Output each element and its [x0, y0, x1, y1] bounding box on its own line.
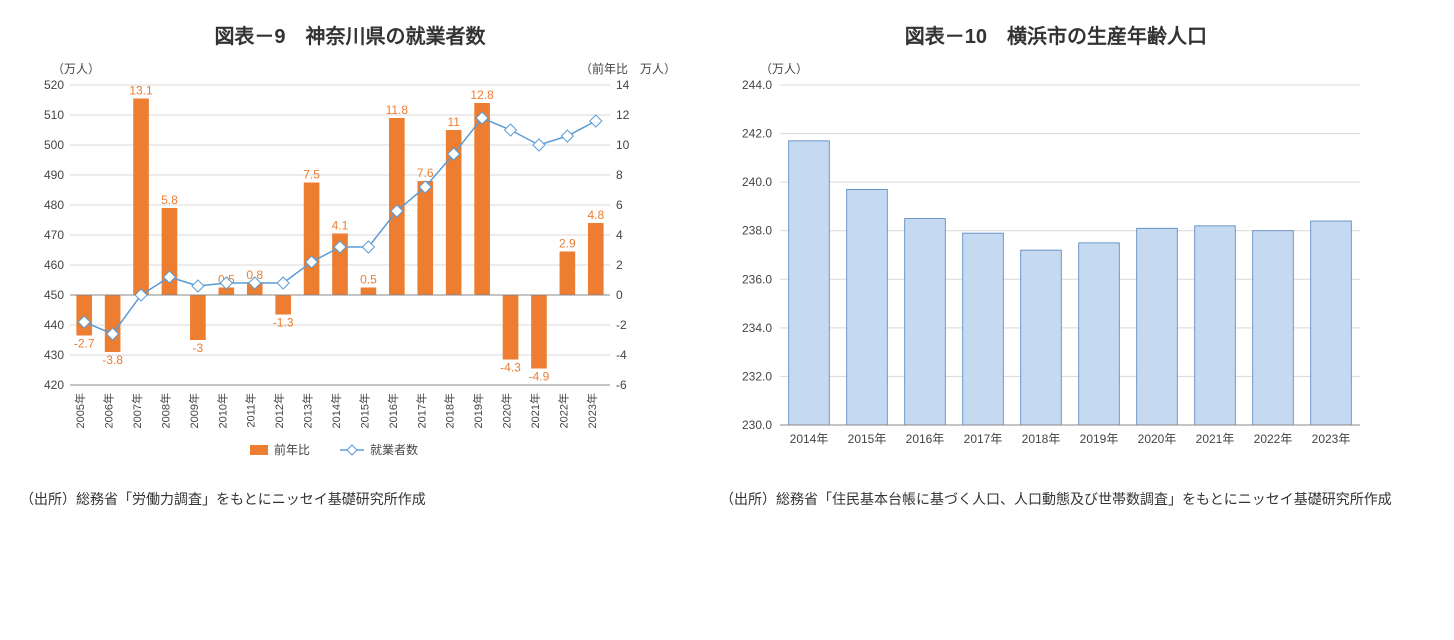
- svg-text:12: 12: [616, 108, 630, 122]
- svg-text:就業者数: 就業者数: [370, 442, 418, 457]
- svg-text:-4.9: -4.9: [529, 370, 550, 384]
- svg-text:520: 520: [44, 78, 64, 92]
- svg-text:（前年比 万人）: （前年比 万人）: [580, 61, 676, 76]
- svg-text:2020年: 2020年: [1138, 432, 1177, 446]
- chart-right-block: 図表－10 横浜市の生産年齢人口 230.0 232.0 234.0 236.0 238…: [720, 20, 1392, 510]
- svg-text:（万人）: （万人）: [52, 62, 100, 76]
- svg-text:242.0: 242.0: [742, 127, 772, 141]
- svg-text:2020年: 2020年: [500, 393, 514, 428]
- svg-text:2006年: 2006年: [102, 393, 116, 428]
- svg-text:2013年: 2013年: [301, 393, 315, 428]
- svg-text:4: 4: [616, 228, 623, 242]
- chart-right-source: （出所）総務省「住民基本台帳に基づく人口、人口動態及び世帯数調査」をもとにニッセ…: [720, 489, 1392, 510]
- svg-text:4.8: 4.8: [587, 208, 604, 222]
- svg-text:2007年: 2007年: [130, 393, 144, 428]
- svg-text:8: 8: [616, 168, 623, 182]
- svg-text:6: 6: [616, 198, 623, 212]
- chart-left-block: 図表－9 神奈川県の就業者数 4204304404504604704804905…: [20, 20, 680, 510]
- svg-text:470: 470: [44, 228, 64, 242]
- svg-text:（万人）: （万人）: [760, 62, 808, 76]
- svg-text:440: 440: [44, 318, 64, 332]
- svg-text:2021年: 2021年: [1196, 432, 1235, 446]
- svg-text:-4.3: -4.3: [500, 361, 521, 375]
- svg-text:2005年: 2005年: [73, 393, 87, 428]
- svg-text:前年比: 前年比: [274, 442, 310, 457]
- charts-row: 図表－9 神奈川県の就業者数 4204304404504604704804905…: [20, 20, 1434, 510]
- chart-left-title: 図表－9 神奈川県の就業者数: [20, 20, 680, 49]
- svg-text:2019年: 2019年: [471, 393, 485, 428]
- svg-text:480: 480: [44, 198, 64, 212]
- svg-text:-3.8: -3.8: [102, 353, 123, 367]
- svg-text:-1.3: -1.3: [273, 316, 294, 330]
- chart-right-svg: 230.0 232.0 234.0 236.0 238.0 240.0 242.0 244.0…: [720, 55, 1380, 475]
- svg-text:430: 430: [44, 348, 64, 362]
- svg-text:2017年: 2017年: [414, 393, 428, 428]
- svg-text:4.1: 4.1: [332, 219, 349, 233]
- svg-text:450: 450: [44, 288, 64, 302]
- svg-text:2023年: 2023年: [585, 393, 599, 428]
- svg-text:2022年: 2022年: [556, 393, 570, 428]
- svg-text:2014年: 2014年: [329, 393, 343, 428]
- svg-text:238.0: 238.0: [742, 224, 772, 238]
- svg-text:11.8: 11.8: [386, 103, 409, 117]
- svg-text:13.1: 13.1: [129, 84, 153, 98]
- svg-text:490: 490: [44, 168, 64, 182]
- svg-text:2018年: 2018年: [1022, 432, 1061, 446]
- chart-left-svg: 420430440450460470480490500510520（万人）-6-…: [20, 55, 680, 475]
- svg-text:2018年: 2018年: [443, 393, 457, 428]
- svg-text:2015年: 2015年: [357, 393, 371, 428]
- svg-text:240.0: 240.0: [742, 175, 772, 189]
- svg-text:2016年: 2016年: [906, 432, 945, 446]
- svg-text:-4: -4: [616, 348, 627, 362]
- svg-text:10: 10: [616, 138, 630, 152]
- svg-text:14: 14: [616, 78, 630, 92]
- svg-text:234.0: 234.0: [742, 321, 772, 335]
- svg-text:7.6: 7.6: [417, 166, 434, 180]
- svg-text:420: 420: [44, 378, 64, 392]
- svg-text:232.0: 232.0: [742, 369, 772, 383]
- svg-text:2015年: 2015年: [848, 432, 887, 446]
- svg-text:2010年: 2010年: [215, 393, 229, 428]
- svg-text:2012年: 2012年: [272, 393, 286, 428]
- svg-text:500: 500: [44, 138, 64, 152]
- svg-text:-6: -6: [616, 378, 627, 392]
- svg-text:2.9: 2.9: [559, 237, 576, 251]
- chart-left-source: （出所）総務省「労働力調査」をもとにニッセイ基礎研究所作成: [20, 489, 680, 510]
- chart-right-title: 図表－10 横浜市の生産年齢人口: [720, 20, 1392, 49]
- svg-text:230.0: 230.0: [742, 418, 772, 432]
- svg-text:11: 11: [447, 115, 460, 129]
- svg-text:-2.7: -2.7: [74, 337, 95, 351]
- svg-text:2021年: 2021年: [528, 393, 542, 428]
- svg-text:2: 2: [616, 258, 623, 272]
- svg-text:5.8: 5.8: [161, 193, 178, 207]
- svg-text:236.0: 236.0: [742, 272, 772, 286]
- svg-text:244.0: 244.0: [742, 78, 772, 92]
- svg-text:510: 510: [44, 108, 64, 122]
- svg-text:2019年: 2019年: [1080, 432, 1119, 446]
- svg-text:-2: -2: [616, 318, 627, 332]
- svg-text:12.8: 12.8: [470, 88, 494, 102]
- svg-text:2014年: 2014年: [790, 432, 829, 446]
- svg-text:2011年: 2011年: [244, 393, 258, 428]
- svg-text:0: 0: [616, 288, 623, 302]
- svg-text:2017年: 2017年: [964, 432, 1003, 446]
- svg-text:2016年: 2016年: [386, 393, 400, 428]
- svg-text:2023年: 2023年: [1312, 432, 1351, 446]
- svg-text:460: 460: [44, 258, 64, 272]
- svg-text:2008年: 2008年: [158, 393, 172, 428]
- svg-text:0.5: 0.5: [360, 273, 377, 287]
- svg-text:7.5: 7.5: [303, 168, 320, 182]
- svg-text:2022年: 2022年: [1254, 432, 1293, 446]
- svg-text:-3: -3: [193, 341, 204, 355]
- svg-text:2009年: 2009年: [187, 393, 201, 428]
